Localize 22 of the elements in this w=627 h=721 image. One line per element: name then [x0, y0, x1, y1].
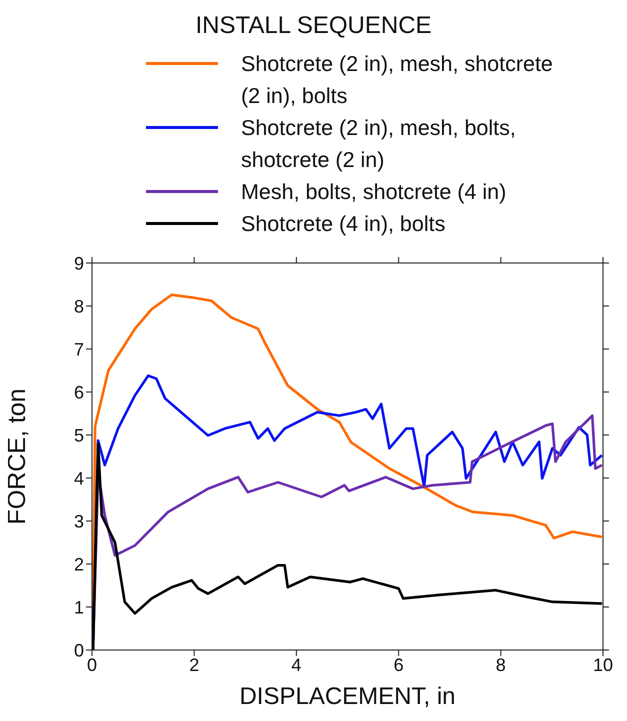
x-tick-label: 0 — [86, 654, 98, 675]
x-tick-label: 4 — [291, 654, 302, 675]
y-tick-label: 1 — [74, 597, 84, 618]
y-tick-label: 6 — [74, 382, 84, 402]
y-tick-label: 4 — [74, 468, 84, 488]
y-tick-label: 8 — [74, 296, 84, 316]
y-tick-label: 7 — [74, 339, 84, 360]
legend-label: Mesh, bolts, shotcrete (4 in) — [241, 179, 508, 206]
x-tick-label: 10 — [592, 654, 614, 675]
x-tick-label: 2 — [189, 654, 200, 675]
y-tick-label: 3 — [74, 511, 84, 532]
x-tick-label: 6 — [394, 654, 404, 675]
y-tick-label: 0 — [74, 640, 84, 660]
legend-label: Shotcrete (2 in), mesh, shotcrete (2 in), bolts — [241, 51, 554, 110]
y-tick-label: 5 — [74, 425, 84, 446]
legend-label: Shotcrete (2 in), mesh, bolts, shotcrete (2 in) — [241, 115, 517, 174]
y-tick-label: 9 — [74, 253, 84, 274]
x-axis-title: DISPLACEMENT, in — [239, 683, 456, 710]
legend-label: Shotcrete (4 in), bolts — [241, 211, 446, 238]
y-tick-label: 2 — [74, 554, 84, 574]
legend-title: INSTALL SEQUENCE — [195, 12, 432, 40]
x-tick-label: 8 — [496, 654, 506, 675]
